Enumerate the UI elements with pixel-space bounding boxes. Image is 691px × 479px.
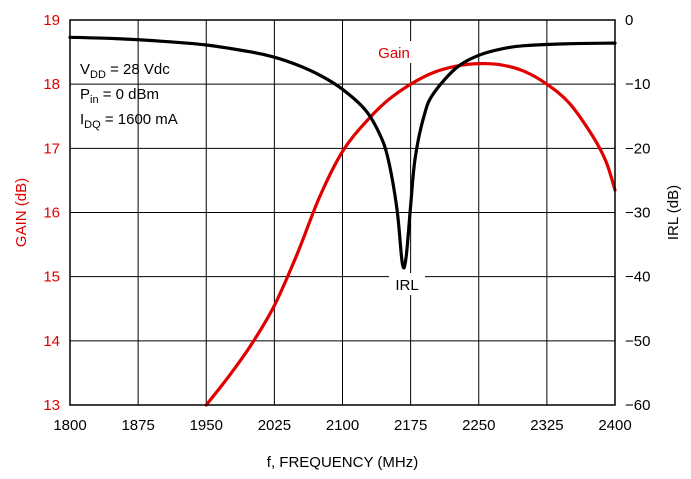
irl-series-label: IRL bbox=[395, 277, 418, 294]
y-right-tick-label: −10 bbox=[625, 76, 650, 93]
x-tick-label: 1800 bbox=[53, 417, 86, 434]
x-tick-label: 2025 bbox=[258, 417, 291, 434]
y-right-axis-title: IRL (dB) bbox=[665, 185, 682, 240]
y-right-tick-label: −30 bbox=[625, 205, 650, 222]
x-tick-label: 2400 bbox=[598, 417, 631, 434]
y-left-tick-label: 14 bbox=[43, 333, 60, 350]
x-tick-labels: 1800 1875 1950 2025 2100 2175 2250 2325 2400 bbox=[53, 417, 631, 434]
conditions-annotation: VDD = 28 Vdc Pin = 0 dBm IDQ = 1600 mA bbox=[80, 61, 178, 131]
gain-series-label: Gain bbox=[378, 45, 410, 62]
plot-frame bbox=[69, 19, 616, 406]
pin-annotation: Pin = 0 dBm bbox=[80, 86, 159, 106]
x-tick-label: 2175 bbox=[394, 417, 427, 434]
y-left-tick-label: 13 bbox=[43, 397, 60, 414]
y-right-tick-label: −50 bbox=[625, 333, 650, 350]
y-right-tick-labels: 0 −10 −20 −30 −40 −50 −60 bbox=[625, 12, 650, 414]
x-tick-label: 2100 bbox=[326, 417, 359, 434]
x-tick-label: 2325 bbox=[530, 417, 563, 434]
vdd-annotation: VDD = 28 Vdc bbox=[80, 61, 170, 81]
y-left-tick-label: 19 bbox=[43, 12, 60, 29]
y-left-tick-label: 16 bbox=[43, 205, 60, 222]
series-group bbox=[68, 35, 617, 407]
y-left-tick-label: 18 bbox=[43, 76, 60, 93]
series-irl-line bbox=[68, 35, 617, 270]
irl-label-bg bbox=[389, 273, 425, 295]
series-gain-line bbox=[204, 61, 617, 407]
y-right-tick-label: 0 bbox=[625, 12, 633, 29]
idq-annotation: IDQ = 1600 mA bbox=[80, 111, 178, 131]
y-right-tick-label: −60 bbox=[625, 397, 650, 414]
y-left-tick-labels: 13 14 15 16 17 18 19 bbox=[43, 12, 60, 414]
y-left-axis-title: GAIN (dB) bbox=[13, 178, 30, 247]
y-right-tick-label: −40 bbox=[625, 269, 650, 286]
x-tick-label: 1950 bbox=[190, 417, 223, 434]
y-left-tick-label: 15 bbox=[43, 269, 60, 286]
gain-label-bg bbox=[375, 41, 415, 63]
x-tick-label: 2250 bbox=[462, 417, 495, 434]
y-right-tick-label: −20 bbox=[625, 140, 650, 157]
y-left-tick-label: 17 bbox=[43, 140, 60, 157]
x-tick-label: 1875 bbox=[121, 417, 154, 434]
x-axis-title: f, FREQUENCY (MHz) bbox=[267, 454, 418, 471]
